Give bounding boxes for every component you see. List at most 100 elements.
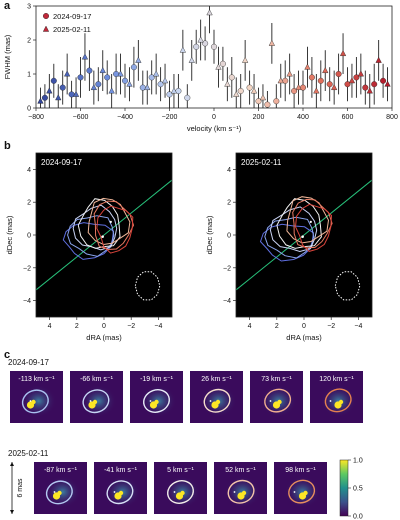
data-point-triangle bbox=[277, 77, 284, 84]
source-contour bbox=[264, 216, 315, 259]
channel-contour bbox=[167, 480, 194, 504]
data-point-triangle bbox=[46, 87, 53, 94]
velocity-label: 26 km s⁻¹ bbox=[201, 376, 232, 383]
data-point-circle bbox=[335, 70, 342, 77]
data-point-triangle bbox=[81, 53, 89, 60]
data-point-triangle bbox=[153, 70, 160, 77]
y-tick-label: 1 bbox=[27, 72, 31, 79]
data-point-triangle bbox=[224, 80, 231, 87]
source-contour bbox=[96, 205, 134, 254]
y-tick-label: 4 bbox=[27, 167, 31, 174]
y-tick-label: 0 bbox=[27, 233, 31, 240]
channel-contour bbox=[288, 479, 316, 504]
y-axis-label: dDec (mas) bbox=[5, 215, 14, 254]
channel-contour bbox=[203, 388, 231, 413]
channel-contour bbox=[21, 389, 49, 414]
x-tick-label: −4 bbox=[354, 323, 362, 330]
channel-contour bbox=[45, 480, 73, 505]
data-point-circle bbox=[273, 98, 280, 105]
peak-spot bbox=[118, 490, 124, 496]
source-contour bbox=[77, 198, 121, 249]
x-tick-label: −400 bbox=[117, 114, 133, 121]
data-point-circle bbox=[59, 84, 66, 91]
data-point-triangle bbox=[188, 56, 195, 63]
y-tick-label: −4 bbox=[23, 298, 31, 305]
velocity-label: -87 km s⁻¹ bbox=[44, 467, 78, 474]
data-point-circle bbox=[344, 81, 351, 88]
data-point-circle bbox=[121, 77, 128, 84]
peak-spot bbox=[277, 399, 282, 405]
x-tick-label: 2 bbox=[75, 323, 79, 330]
x-tick-label: 800 bbox=[386, 114, 398, 121]
data-point-triangle bbox=[384, 80, 391, 87]
x-tick-label: 2 bbox=[275, 323, 279, 330]
peak-spot bbox=[57, 490, 62, 496]
centre-marker bbox=[113, 491, 116, 493]
centre-marker bbox=[293, 491, 296, 493]
channel-contour bbox=[106, 480, 134, 505]
data-point-triangle bbox=[339, 49, 347, 56]
source-contour bbox=[294, 203, 333, 252]
y-axis-label: dDec (mas) bbox=[205, 215, 214, 254]
data-point-triangle bbox=[135, 56, 142, 63]
x-tick-label: −600 bbox=[73, 114, 89, 121]
centre-marker bbox=[53, 491, 56, 493]
y-tick-label: 0 bbox=[227, 233, 231, 240]
row-date-label: 2025-02-11 bbox=[8, 449, 49, 458]
data-point-circle bbox=[193, 43, 200, 50]
colorbar bbox=[339, 459, 349, 517]
data-point-circle bbox=[219, 60, 226, 67]
channel-contour bbox=[82, 389, 110, 414]
emission-glow bbox=[80, 385, 117, 417]
velocity-label: -66 km s⁻¹ bbox=[80, 376, 114, 383]
centre-marker bbox=[269, 400, 272, 402]
panel-label-b: b bbox=[4, 140, 11, 152]
data-point-triangle bbox=[233, 90, 240, 97]
scale-arrow-up bbox=[10, 462, 14, 466]
y-tick-label: 4 bbox=[227, 167, 231, 174]
x-tick-label: 600 bbox=[342, 114, 354, 121]
data-point-circle bbox=[210, 43, 217, 50]
map-title: 2025-02-11 bbox=[241, 158, 282, 167]
data-point-circle bbox=[95, 81, 102, 88]
y-tick-label: 0 bbox=[27, 106, 31, 113]
data-point-circle bbox=[77, 74, 84, 81]
data-point-triangle bbox=[259, 94, 267, 101]
colorbar-tick-label: 0.0 bbox=[353, 514, 363, 520]
velocity-label: -19 km s⁻¹ bbox=[140, 376, 174, 383]
data-point-circle bbox=[228, 74, 235, 81]
legend-label: 2024-09-17 bbox=[53, 12, 91, 21]
y-tick-label: 3 bbox=[27, 4, 31, 11]
x-axis-label: velocity (km s⁻¹) bbox=[187, 124, 242, 133]
y-tick-label: −2 bbox=[223, 265, 231, 272]
x-tick-label: −2 bbox=[127, 323, 135, 330]
data-point-circle bbox=[371, 81, 378, 88]
peak-spot bbox=[180, 490, 185, 496]
peak-spot bbox=[338, 399, 344, 405]
data-point-circle bbox=[41, 94, 48, 101]
centre-marker bbox=[233, 491, 236, 493]
data-point-triangle bbox=[197, 36, 204, 43]
data-point-triangle bbox=[375, 56, 382, 63]
data-point-triangle bbox=[117, 70, 124, 77]
centre-marker bbox=[209, 400, 212, 402]
data-point-triangle bbox=[242, 56, 249, 63]
data-point-circle bbox=[148, 74, 155, 81]
data-point-circle bbox=[184, 94, 191, 101]
data-point-triangle bbox=[161, 77, 169, 84]
data-point-triangle bbox=[64, 70, 71, 77]
peak-spot bbox=[154, 399, 159, 405]
source-contour bbox=[276, 198, 322, 249]
x-tick-label: 4 bbox=[248, 323, 252, 330]
y-tick-label: 2 bbox=[27, 200, 31, 207]
centre-marker bbox=[173, 491, 176, 493]
data-point-triangle bbox=[55, 94, 62, 101]
panel-label-a: a bbox=[4, 0, 11, 12]
data-point-triangle bbox=[357, 70, 364, 77]
data-point-circle bbox=[104, 74, 111, 81]
peak-spot bbox=[215, 399, 221, 405]
x-tick-label: 200 bbox=[253, 114, 265, 121]
data-point-triangle bbox=[206, 9, 213, 16]
axis-line bbox=[236, 179, 372, 291]
data-point-circle bbox=[86, 67, 93, 74]
